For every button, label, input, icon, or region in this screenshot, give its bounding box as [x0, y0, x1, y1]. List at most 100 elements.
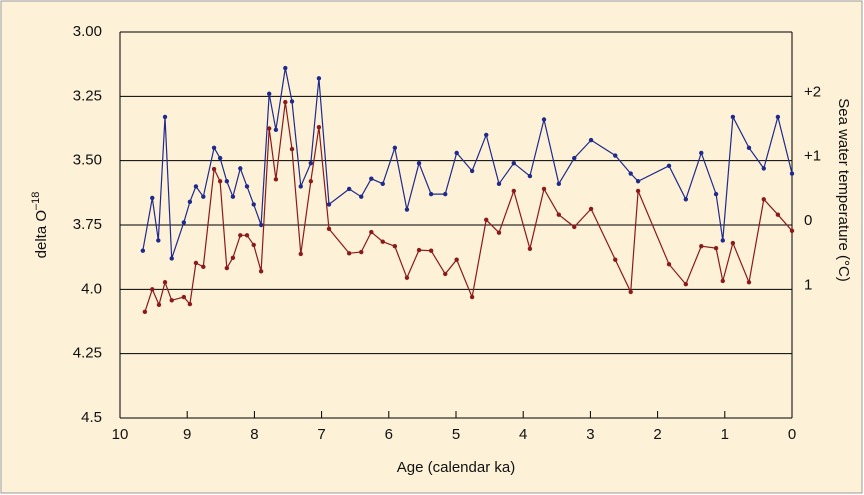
x-tick-label: 3 — [586, 426, 594, 443]
data-point — [283, 99, 288, 105]
data-point — [416, 247, 422, 253]
data-point — [193, 260, 199, 266]
data-point — [369, 229, 374, 235]
data-point — [404, 275, 410, 280]
data-point — [713, 245, 719, 251]
data-point — [238, 166, 243, 171]
data-point — [308, 179, 314, 184]
data-point — [316, 76, 322, 81]
x-tick-label: 4 — [519, 426, 527, 443]
data-point — [683, 197, 689, 202]
data-point — [316, 125, 322, 130]
data-point — [789, 171, 795, 176]
data-point — [730, 114, 736, 120]
data-point — [613, 257, 618, 262]
y-axis-title-sup: –18 — [30, 192, 42, 210]
data-point — [380, 239, 385, 244]
data-point — [156, 302, 162, 307]
data-point — [140, 248, 146, 253]
y-axis-title: delta O–18 — [30, 192, 50, 259]
y2-tick-label: +1 — [804, 148, 821, 165]
data-point — [572, 155, 577, 161]
data-point — [392, 244, 398, 249]
data-point — [266, 91, 272, 96]
data-point — [713, 191, 719, 197]
data-point — [326, 202, 332, 207]
data-point — [201, 264, 206, 270]
data-point — [404, 207, 410, 212]
data-point — [628, 171, 633, 176]
data-point — [211, 145, 217, 150]
y2-tick-label: 0 — [804, 212, 812, 229]
x-axis-title: Age (calendar ka) — [397, 459, 515, 476]
data-point — [181, 220, 187, 225]
data-point — [720, 278, 725, 284]
data-point — [746, 145, 752, 150]
data-point — [469, 168, 475, 174]
data-point — [511, 188, 516, 194]
data-point — [484, 132, 489, 138]
data-point — [326, 226, 332, 232]
data-point — [244, 233, 250, 238]
data-point — [556, 212, 562, 217]
data-point — [289, 99, 295, 104]
data-point — [346, 186, 352, 192]
data-point — [150, 287, 155, 292]
x-tick-label: 10 — [112, 426, 129, 443]
y2-tick-label: 1 — [804, 276, 812, 293]
data-point — [484, 217, 489, 223]
data-point — [699, 150, 704, 156]
y-tick-label: 3.00 — [73, 23, 102, 40]
data-point — [746, 280, 752, 285]
data-point — [273, 127, 279, 132]
data-point — [224, 179, 230, 184]
y-tick-label: 3.75 — [73, 216, 102, 233]
data-point — [416, 161, 422, 166]
data-point — [454, 257, 459, 262]
data-point — [699, 244, 704, 249]
x-tick-label: 6 — [385, 426, 393, 443]
y2-axis-title: Sea water temperature (°C) — [835, 98, 852, 282]
data-point — [683, 281, 689, 287]
data-point — [230, 194, 236, 199]
data-point — [454, 150, 459, 156]
y-axis-title-main: delta O — [33, 210, 50, 258]
y-tick-label: 4.5 — [81, 409, 102, 426]
data-point — [193, 184, 199, 189]
data-point — [217, 155, 223, 161]
y-tick-label: 4.25 — [73, 345, 102, 362]
data-point — [308, 161, 314, 166]
y-tick-label: 3.50 — [73, 152, 102, 169]
data-point — [224, 265, 230, 271]
data-point — [298, 251, 303, 257]
data-point — [775, 114, 781, 120]
data-point — [187, 199, 193, 205]
data-point — [541, 186, 547, 192]
data-point — [666, 163, 672, 169]
data-point — [156, 238, 161, 243]
data-point — [789, 228, 795, 233]
data-point — [628, 289, 633, 295]
data-point — [511, 161, 516, 166]
data-point — [588, 206, 594, 212]
data-point — [258, 222, 264, 228]
data-point — [217, 179, 223, 184]
data-point — [527, 246, 533, 252]
data-point — [635, 188, 641, 194]
data-point — [428, 191, 434, 197]
data-point — [187, 301, 193, 307]
data-point — [666, 262, 672, 267]
x-tick-label: 7 — [317, 426, 325, 443]
data-point — [142, 309, 148, 315]
data-point — [162, 114, 168, 120]
data-point — [613, 153, 618, 158]
data-point — [169, 298, 174, 303]
data-point — [469, 294, 475, 300]
data-point — [230, 255, 236, 261]
data-point — [496, 181, 502, 187]
data-point — [496, 230, 502, 235]
x-tick-label: 9 — [183, 426, 191, 443]
data-point — [730, 240, 736, 246]
